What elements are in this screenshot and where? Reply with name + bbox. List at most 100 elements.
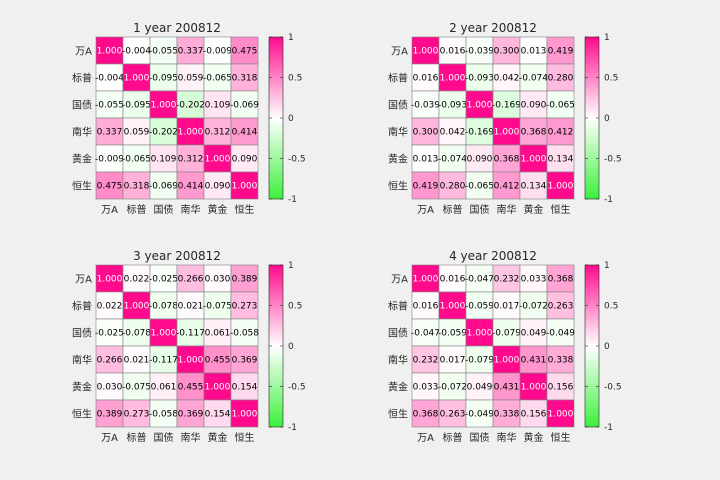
heatmap-cell xyxy=(95,264,124,293)
cell-value-label: 1.000 xyxy=(413,275,439,285)
colorbar-tick-label: 0 xyxy=(604,114,610,124)
row-tick-label: 国债 xyxy=(72,327,92,340)
row-tick-label: 南华 xyxy=(388,354,408,367)
colorbar-tick-label: -0.5 xyxy=(288,155,306,165)
heatmap-cell xyxy=(492,171,521,200)
cell-value-label: 0.337 xyxy=(97,128,123,138)
heatmap-cell xyxy=(176,291,205,320)
heatmap-cell xyxy=(411,171,440,200)
heatmap-cell xyxy=(230,399,259,428)
heatmap-cell xyxy=(122,345,151,374)
colorbar-tick-label: -1 xyxy=(604,423,613,433)
heatmap-cell xyxy=(519,372,548,401)
heatmap-cell xyxy=(519,399,548,428)
cell-value-label: 0.061 xyxy=(151,383,177,393)
heatmap-cell xyxy=(492,291,521,320)
cell-value-label: 0.414 xyxy=(178,182,204,192)
cell-value-label: -0.095 xyxy=(149,74,178,84)
row-tick-label: 恒生 xyxy=(388,180,408,193)
cell-value-label: -0.058 xyxy=(230,329,259,339)
colorbar-tick-label: -1 xyxy=(288,195,297,205)
row-tick-label: 黄金 xyxy=(72,381,92,394)
row-tick-label: 黄金 xyxy=(72,153,92,166)
row-tick-label: 南华 xyxy=(72,126,92,139)
heatmap-cell xyxy=(149,291,178,320)
column-tick-label: 国债 xyxy=(154,431,174,444)
cell-value-label: -0.065 xyxy=(203,74,232,84)
heatmap-cell xyxy=(122,36,151,65)
cell-value-label: 0.154 xyxy=(232,383,258,393)
cell-value-label: -0.079 xyxy=(492,329,521,339)
heatmap-cell xyxy=(438,117,467,146)
cell-value-label: 1.000 xyxy=(467,329,493,339)
cell-value-label: -0.047 xyxy=(411,329,440,339)
cell-value-label: 0.134 xyxy=(548,155,574,165)
row-tick-label: 标普 xyxy=(72,72,92,85)
heatmap-cell xyxy=(465,399,494,428)
cell-value-label: -0.004 xyxy=(122,47,151,57)
cell-value-label: 0.266 xyxy=(178,275,204,285)
heatmap-cell xyxy=(492,63,521,92)
cell-value-label: 0.154 xyxy=(205,410,231,420)
heatmap-cell xyxy=(203,318,232,347)
row-tick-label: 国债 xyxy=(72,99,92,112)
row-tick-label: 恒生 xyxy=(72,408,92,421)
cell-value-label: 0.455 xyxy=(205,356,231,366)
heatmap-cell xyxy=(492,90,521,119)
cell-value-label: 0.061 xyxy=(205,329,231,339)
heatmap-cell xyxy=(438,90,467,119)
cell-value-label: -0.059 xyxy=(465,302,494,312)
heatmap-cell xyxy=(492,399,521,428)
cell-value-label: 0.021 xyxy=(124,356,150,366)
cell-value-label: 0.475 xyxy=(97,182,123,192)
cell-value-label: -0.065 xyxy=(122,155,151,165)
heatmap-cell xyxy=(176,63,205,92)
heatmap-cell xyxy=(176,345,205,374)
row-tick-label: 黄金 xyxy=(388,153,408,166)
heatmap-cell xyxy=(411,399,440,428)
colorbar-tick-label: 1 xyxy=(604,33,610,43)
colorbar-tick-label: 0 xyxy=(288,114,294,124)
cell-value-label: -0.039 xyxy=(411,101,440,111)
cell-value-label: 1.000 xyxy=(151,329,177,339)
cell-value-label: 0.049 xyxy=(521,329,547,339)
colorbar-tick-label: 1 xyxy=(288,33,294,43)
cell-value-label: 0.266 xyxy=(97,356,123,366)
cell-value-label: 1.000 xyxy=(232,182,258,192)
colorbar-tick-label: 0.5 xyxy=(288,302,302,312)
colorbar-tick-label: 0.5 xyxy=(604,302,618,312)
heatmap-cell xyxy=(519,144,548,173)
heatmap-cell xyxy=(519,90,548,119)
panel-title: 4 year 200812 xyxy=(449,249,537,263)
heatmap-cell xyxy=(438,63,467,92)
cell-value-label: 0.059 xyxy=(124,128,150,138)
heatmap-cell xyxy=(465,291,494,320)
heatmap-cell xyxy=(230,345,259,374)
heatmap-cell xyxy=(95,345,124,374)
cell-value-label: 0.475 xyxy=(232,47,258,57)
row-tick-label: 国债 xyxy=(388,327,408,340)
cell-value-label: 0.042 xyxy=(494,74,520,84)
colorbar-tick-label: 0 xyxy=(288,342,294,352)
heatmap-cell xyxy=(546,144,575,173)
cell-value-label: 0.109 xyxy=(205,101,231,111)
cell-value-label: -0.065 xyxy=(546,101,575,111)
heatmap-cell xyxy=(438,399,467,428)
heatmap-cell xyxy=(411,291,440,320)
colorbar-tick-label: -0.5 xyxy=(604,383,622,393)
row-tick-label: 万A xyxy=(391,47,408,58)
heatmap-cell xyxy=(519,264,548,293)
column-tick-label: 万A xyxy=(101,433,118,444)
heatmap-cell xyxy=(465,318,494,347)
heatmap-cell xyxy=(203,291,232,320)
colorbar-tick-label: -0.5 xyxy=(604,155,622,165)
column-tick-label: 标普 xyxy=(443,203,463,216)
cell-value-label: 0.337 xyxy=(178,47,204,57)
cell-value-label: 0.431 xyxy=(521,356,547,366)
column-tick-label: 国债 xyxy=(470,203,490,216)
heatmap-cell xyxy=(149,372,178,401)
cell-value-label: 0.033 xyxy=(521,275,547,285)
cell-value-label: 1.000 xyxy=(97,275,123,285)
cell-value-label: -0.075 xyxy=(203,302,232,312)
